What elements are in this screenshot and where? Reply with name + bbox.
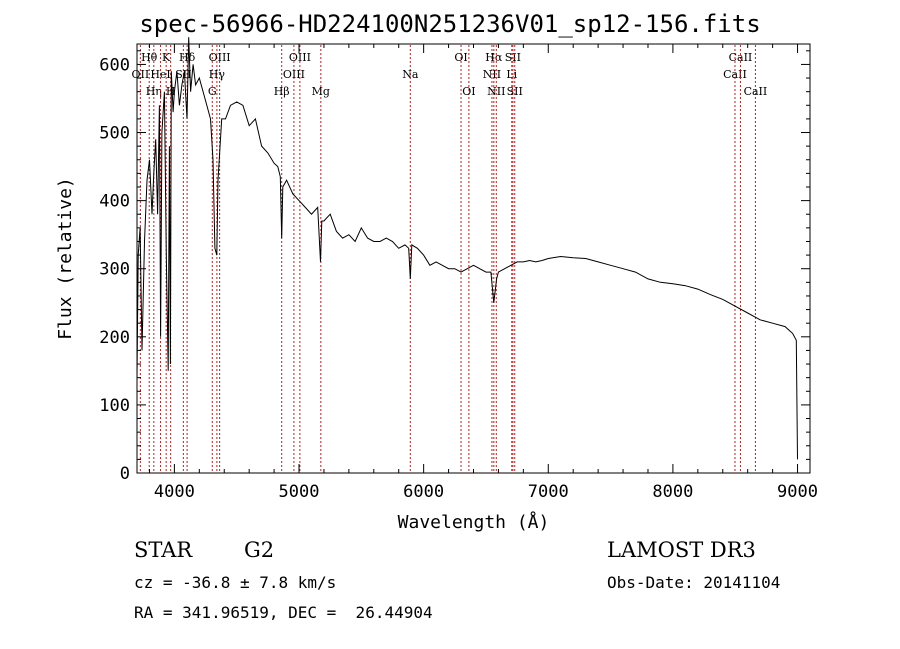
- y-tick-label: 100: [99, 396, 130, 416]
- line-marker-label: NII: [483, 68, 501, 81]
- line-marker-label: OI: [454, 51, 467, 64]
- y-tick-label: 400: [99, 192, 130, 212]
- line-marker-label: Mg: [312, 85, 330, 98]
- x-tick-label: 4000: [154, 482, 195, 502]
- y-tick-label: 500: [99, 124, 130, 144]
- axis-ticks: 4000 5000 6000 7000 8000 9000 0 100 200 300 400 500…: [99, 44, 818, 502]
- line-marker-label: CaII: [744, 85, 768, 98]
- y-tick-label: 0: [120, 464, 130, 484]
- observation-date: Obs-Date: 20141104: [607, 573, 781, 592]
- line-marker-label: K: [162, 51, 171, 64]
- line-marker-label: HeI: [150, 68, 170, 81]
- line-marker-label: OII: [132, 68, 150, 81]
- object-class: STAR: [134, 538, 193, 562]
- x-tick-label: 7000: [528, 482, 569, 502]
- y-tick-label: 300: [99, 260, 130, 280]
- survey-name: LAMOST DR3: [607, 538, 756, 562]
- line-marker-label: Hθ: [141, 51, 158, 64]
- x-tick-label: 9000: [777, 482, 818, 502]
- line-marker-label: H: [166, 85, 176, 98]
- chart-title: spec-56966-HD224100N251236V01_sp12-156.f…: [139, 10, 761, 38]
- line-markers: OII Hθ Hη HeI K H SII Hδ G Hγ OIII Hβ OIII OIII Mg Na OI…: [132, 45, 768, 473]
- x-axis-label: Wavelength (Å): [398, 511, 550, 533]
- x-tick-label: 5000: [279, 482, 320, 502]
- line-marker-label: Hγ: [209, 68, 226, 81]
- line-marker-label: NII: [487, 85, 505, 98]
- line-marker-label: OIII: [289, 51, 311, 64]
- line-marker-label: SII: [507, 85, 523, 98]
- y-axis-label: Flux (relative): [55, 177, 76, 340]
- line-marker-label: OIII: [283, 68, 305, 81]
- line-marker-label: Hβ: [274, 85, 290, 98]
- ra-dec-coordinates: RA = 341.96519, DEC = 26.44904: [134, 603, 433, 622]
- line-marker-label: Hη: [146, 85, 162, 98]
- x-tick-label: 8000: [652, 482, 693, 502]
- plot-frame: [136, 43, 811, 474]
- x-tick-label: 6000: [403, 482, 444, 502]
- y-tick-label: 600: [99, 55, 130, 75]
- line-marker-label: Li: [506, 68, 517, 81]
- line-marker-label: OI: [462, 85, 475, 98]
- line-marker-label: Hδ: [179, 51, 196, 64]
- line-marker-label: Hα: [485, 51, 503, 64]
- line-marker-label: CaII: [729, 51, 753, 64]
- y-tick-label: 200: [99, 328, 130, 348]
- flux-series-line: [136, 37, 798, 460]
- line-marker-label: G: [208, 85, 217, 98]
- line-marker-label: Na: [402, 68, 419, 81]
- line-marker-label: CaII: [723, 68, 747, 81]
- object-subclass: G2: [244, 538, 275, 562]
- line-marker-label: SII: [505, 51, 521, 64]
- redshift-velocity: cz = -36.8 ± 7.8 km/s: [134, 573, 337, 592]
- line-marker-label: OIII: [209, 51, 231, 64]
